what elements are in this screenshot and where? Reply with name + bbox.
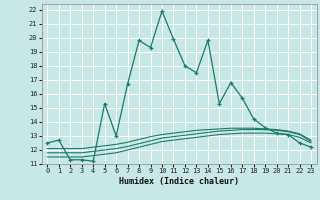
X-axis label: Humidex (Indice chaleur): Humidex (Indice chaleur) xyxy=(119,177,239,186)
